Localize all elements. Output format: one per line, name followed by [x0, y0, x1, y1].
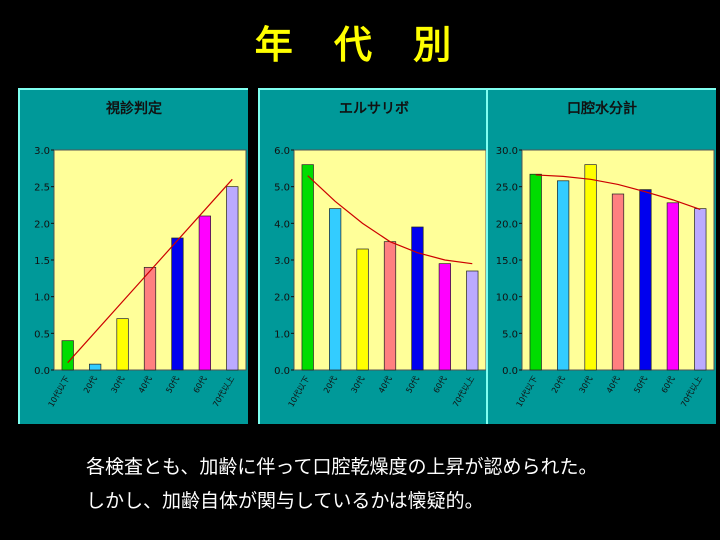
chart-oral-moisture: 0.0 5.0 10.0 15.0 20.0 25.0 30.0 10代以下 20代 30代 40代…: [496, 146, 715, 409]
trend-line: [307, 175, 473, 265]
y-tick-label: 5.0: [274, 183, 290, 194]
bar: [611, 193, 625, 371]
bar: [198, 215, 211, 371]
chart-panel-elsalibo: エルサリボ 0.0 1.0 2.0 3.0 4.0 5.0 6.0 10代以下 20代 30代 40…: [258, 88, 488, 424]
bar: [143, 266, 157, 371]
x-tick-label: 40代: [604, 374, 622, 395]
y-tick-label: 2.5: [34, 183, 50, 194]
x-tick-label: 30代: [577, 374, 595, 395]
bar: [116, 318, 129, 371]
x-tick-label: 40代: [376, 374, 394, 395]
y-tick-label: 5.0: [502, 329, 518, 340]
x-tick-label: 10代以下: [286, 374, 312, 409]
x-tick-label: 50代: [403, 374, 421, 395]
chart-title: エルサリボ: [339, 101, 409, 117]
chart-elsalibo: 0.0 1.0 2.0 3.0 4.0 5.0 6.0 10代以下 20代 30代 40代 50代 60…: [274, 146, 487, 409]
bar: [466, 270, 479, 371]
x-tick-label: 20代: [81, 374, 99, 395]
x-tick-label: 60代: [191, 374, 209, 395]
x-tick-label: 70代以上: [678, 374, 704, 409]
bar: [411, 226, 424, 371]
y-tick-label: 2.0: [34, 219, 50, 230]
y-tick-label: 30.0: [496, 146, 518, 157]
bar: [226, 186, 239, 371]
bar: [639, 189, 652, 371]
y-tick-label: 6.0: [274, 146, 290, 157]
bar: [584, 164, 597, 371]
y-tick-label: 1.5: [34, 256, 50, 267]
x-tick-label: 70代以上: [210, 374, 236, 409]
bar: [694, 208, 707, 371]
bar: [529, 173, 542, 371]
chart-title: 視診判定: [106, 101, 162, 117]
y-tick-label: 20.0: [496, 219, 518, 230]
y-tick-label: 0.0: [34, 366, 50, 377]
x-tick-label: 30代: [349, 374, 367, 395]
bar: [557, 180, 570, 371]
y-tick-label: 25.0: [496, 183, 518, 194]
caption-line-1: 各検査とも、加齢に伴って口腔乾燥度の上昇が認められた。: [86, 456, 598, 478]
x-tick-label: 50代: [163, 374, 181, 395]
chart-visual-inspection: 0.0 0.5 1.0 1.5 2.0 2.5 3.0 10代以下 20代 30代 40代 50代 60…: [34, 146, 247, 409]
x-tick-label: 60代: [659, 374, 677, 395]
bar: [329, 208, 342, 371]
x-tick-label: 10代以下: [46, 374, 72, 409]
bar: [89, 363, 102, 371]
trend-line: [535, 174, 701, 210]
y-tick-label: 2.0: [274, 293, 290, 304]
y-tick-label: 10.0: [496, 293, 518, 304]
bar: [171, 237, 184, 371]
chart-panel-visual-inspection: 視診判定 0.0 0.5 1.0 1.5 2.0 2.5 3.0 10代以下 20代 30代 40代…: [18, 88, 248, 424]
bar: [666, 202, 679, 371]
bar: [61, 340, 74, 371]
y-tick-label: 15.0: [496, 256, 518, 267]
y-tick-label: 0.5: [34, 329, 50, 340]
bar: [356, 248, 369, 371]
caption-line-2: しかし、加齢自体が関与しているかは懐疑的。: [86, 490, 484, 512]
trend-line: [67, 178, 233, 364]
y-tick-label: 0.0: [274, 366, 290, 377]
y-tick-label: 1.0: [34, 293, 50, 304]
x-tick-label: 30代: [109, 374, 127, 395]
bar: [301, 164, 314, 371]
x-tick-label: 20代: [321, 374, 339, 395]
x-tick-label: 60代: [431, 374, 449, 395]
bar: [383, 241, 397, 371]
y-tick-label: 1.0: [274, 329, 290, 340]
chart-panel-oral-moisture: 口腔水分計 0.0 5.0 10.0 15.0 20.0 25.0 30.0 10代以下 20代…: [486, 88, 716, 424]
x-tick-label: 10代以下: [514, 374, 540, 409]
bar: [438, 263, 451, 371]
chart-title: 口腔水分計: [567, 101, 637, 117]
y-tick-label: 0.0: [502, 366, 518, 377]
x-tick-label: 40代: [136, 374, 154, 395]
y-tick-label: 4.0: [274, 219, 290, 230]
x-tick-label: 20代: [549, 374, 567, 395]
x-tick-label: 70代以上: [450, 374, 476, 409]
y-tick-label: 3.0: [34, 146, 50, 157]
slide-title: 年 代 別: [254, 23, 466, 67]
x-tick-label: 50代: [631, 374, 649, 395]
y-tick-label: 3.0: [274, 256, 290, 267]
